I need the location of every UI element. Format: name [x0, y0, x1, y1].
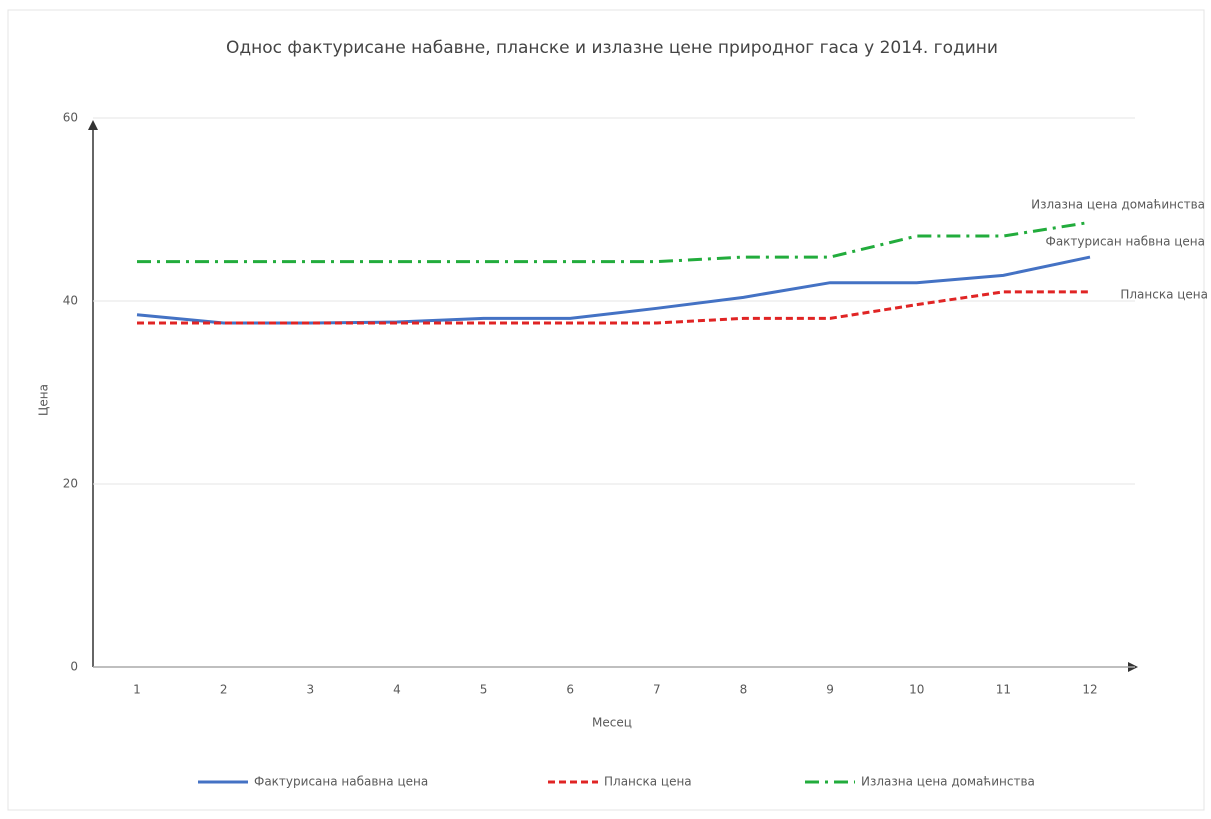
chart-frame — [7, 9, 1205, 811]
x-tick-label: 9 — [826, 683, 834, 697]
annotation: Фактурисан набвна цена — [1046, 235, 1206, 249]
x-tick-label: 11 — [996, 683, 1011, 697]
y-axis-arrow — [88, 120, 98, 130]
x-tick-label: 6 — [566, 683, 574, 697]
chart-title: Однос фактурисане набавне, планске и изл… — [226, 38, 998, 58]
x-tick-label: 7 — [653, 683, 661, 697]
x-axis-label: Месец — [592, 716, 632, 730]
x-tick-label: 8 — [740, 683, 748, 697]
x-tick-label: 5 — [480, 683, 488, 697]
annotation: Планска цена — [1120, 288, 1208, 302]
y-tick-label: 0 — [70, 660, 78, 674]
legend-label: Планска цена — [604, 775, 692, 789]
series-line — [137, 220, 1091, 264]
y-tick-label: 40 — [63, 294, 78, 308]
legend-label: Излазна цена домаћинства — [861, 775, 1035, 789]
y-axis-label: Цена — [37, 384, 51, 416]
y-tick-label: 20 — [63, 477, 78, 491]
x-tick-label: 2 — [220, 683, 228, 697]
x-tick-label: 12 — [1082, 683, 1097, 697]
series-line — [137, 290, 1090, 325]
legend-label: Фактурисана набавна цена — [254, 775, 428, 789]
annotation: Излазна цена домаћинства — [1031, 198, 1205, 212]
x-tick-label: 1 — [133, 683, 141, 697]
x-tick-label: 3 — [306, 683, 314, 697]
y-tick-label: 60 — [63, 111, 78, 125]
x-tick-label: 4 — [393, 683, 401, 697]
x-tick-label: 10 — [909, 683, 924, 697]
